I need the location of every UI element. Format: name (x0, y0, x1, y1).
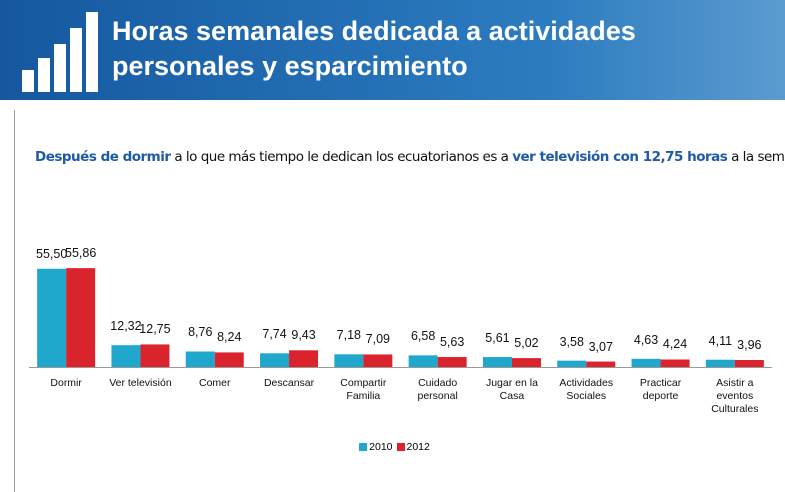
bar (482, 357, 512, 367)
value-label: 8,24 (217, 330, 242, 345)
bar (631, 358, 661, 367)
bar (408, 355, 438, 367)
title: Horas semanales dedicada a actividades p… (112, 14, 636, 84)
legend-label: 2010 (369, 441, 393, 453)
value-label: 7,09 (365, 332, 391, 347)
x-tick-label: Cuidado personal (417, 377, 458, 402)
value-label: 55,50 (36, 246, 68, 261)
value-label: 3,07 (588, 339, 613, 354)
subtitle: Después de dormir a lo que más tiempo le… (35, 149, 785, 165)
bar (660, 359, 690, 367)
header-icon (22, 12, 98, 92)
bar (185, 351, 215, 367)
x-tick-label: Jugar en la Casa (485, 377, 538, 402)
bar (705, 359, 735, 367)
bar (111, 345, 141, 367)
legend-swatch (396, 443, 405, 452)
legend: 2010 2012 (0, 441, 785, 453)
bar (511, 358, 541, 367)
subtitle-segment: Después de dormir (35, 149, 171, 165)
bar (437, 357, 467, 367)
x-tick-label: Compartir Familia (340, 377, 387, 402)
x-tick-label: Actividades Sociales (559, 377, 614, 402)
bar (140, 344, 170, 367)
bar (214, 352, 244, 367)
bar (557, 360, 587, 367)
x-tick-label: Practicar deporte (639, 377, 682, 402)
subtitle-segment: ver televisión con 12,75 horas (512, 149, 728, 165)
title-line: Horas semanales dedicada a actividades (112, 16, 636, 46)
bar (66, 268, 96, 367)
bar (289, 350, 319, 367)
value-label: 12,32 (110, 319, 142, 334)
subtitle-segment: a lo que más tiempo le dedican los ecuat… (170, 149, 513, 165)
value-label: 5,63 (439, 335, 465, 350)
value-label: 12,75 (139, 322, 171, 337)
legend-label: 2012 (406, 441, 430, 453)
value-label: 4,63 (633, 332, 659, 347)
value-label: 5,02 (514, 336, 539, 351)
value-label: 55,86 (65, 246, 97, 261)
value-label: 7,74 (262, 327, 287, 342)
value-label: 9,43 (291, 328, 316, 343)
value-label: 6,58 (410, 329, 436, 344)
bar (734, 359, 764, 367)
x-tick-label: Ver televisión (109, 377, 172, 389)
legend-swatch (359, 443, 368, 452)
x-tick-label: Descansar (263, 377, 315, 389)
value-label: 4,11 (708, 333, 733, 348)
bar (260, 353, 290, 367)
title-line: personales y esparcimiento (112, 51, 468, 81)
x-tick-label: Asistir a eventos Culturales (711, 377, 759, 415)
bar (334, 354, 364, 367)
bar (586, 361, 616, 367)
bar (363, 354, 393, 367)
value-label: 3,58 (559, 334, 584, 349)
x-tick-label: Dormir (50, 377, 82, 389)
value-label: 4,24 (662, 337, 688, 352)
value-label: 8,76 (188, 325, 213, 340)
bar (37, 268, 67, 367)
frame-line (14, 110, 15, 492)
value-label: 7,18 (336, 328, 362, 343)
x-tick-label: Comer (198, 377, 231, 389)
value-label: 3,96 (737, 337, 762, 352)
subtitle-segment: a la semana. (731, 149, 785, 165)
value-label: 5,61 (485, 331, 510, 346)
header-banner: Horas semanales dedicada a actividades p… (0, 0, 785, 100)
